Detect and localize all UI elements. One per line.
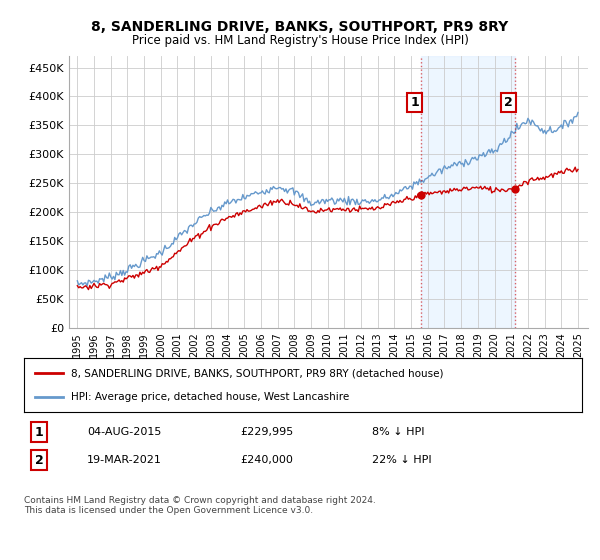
- Text: 1: 1: [35, 426, 43, 439]
- Text: Contains HM Land Registry data © Crown copyright and database right 2024.
This d: Contains HM Land Registry data © Crown c…: [24, 496, 376, 515]
- Text: 04-AUG-2015: 04-AUG-2015: [87, 427, 161, 437]
- Bar: [421, 56, 515, 328]
- Text: 8, SANDERLING DRIVE, BANKS, SOUTHPORT, PR9 8RY: 8, SANDERLING DRIVE, BANKS, SOUTHPORT, P…: [91, 20, 509, 34]
- Text: £240,000: £240,000: [240, 455, 293, 465]
- Text: 2: 2: [35, 454, 43, 467]
- Text: 1: 1: [410, 96, 419, 109]
- Text: 22% ↓ HPI: 22% ↓ HPI: [372, 455, 431, 465]
- Text: 8% ↓ HPI: 8% ↓ HPI: [372, 427, 425, 437]
- Text: 19-MAR-2021: 19-MAR-2021: [87, 455, 162, 465]
- Text: HPI: Average price, detached house, West Lancashire: HPI: Average price, detached house, West…: [71, 391, 350, 402]
- Text: 8, SANDERLING DRIVE, BANKS, SOUTHPORT, PR9 8RY (detached house): 8, SANDERLING DRIVE, BANKS, SOUTHPORT, P…: [71, 368, 444, 379]
- Text: £229,995: £229,995: [240, 427, 293, 437]
- Text: 2: 2: [505, 96, 513, 109]
- Text: Price paid vs. HM Land Registry's House Price Index (HPI): Price paid vs. HM Land Registry's House …: [131, 34, 469, 46]
